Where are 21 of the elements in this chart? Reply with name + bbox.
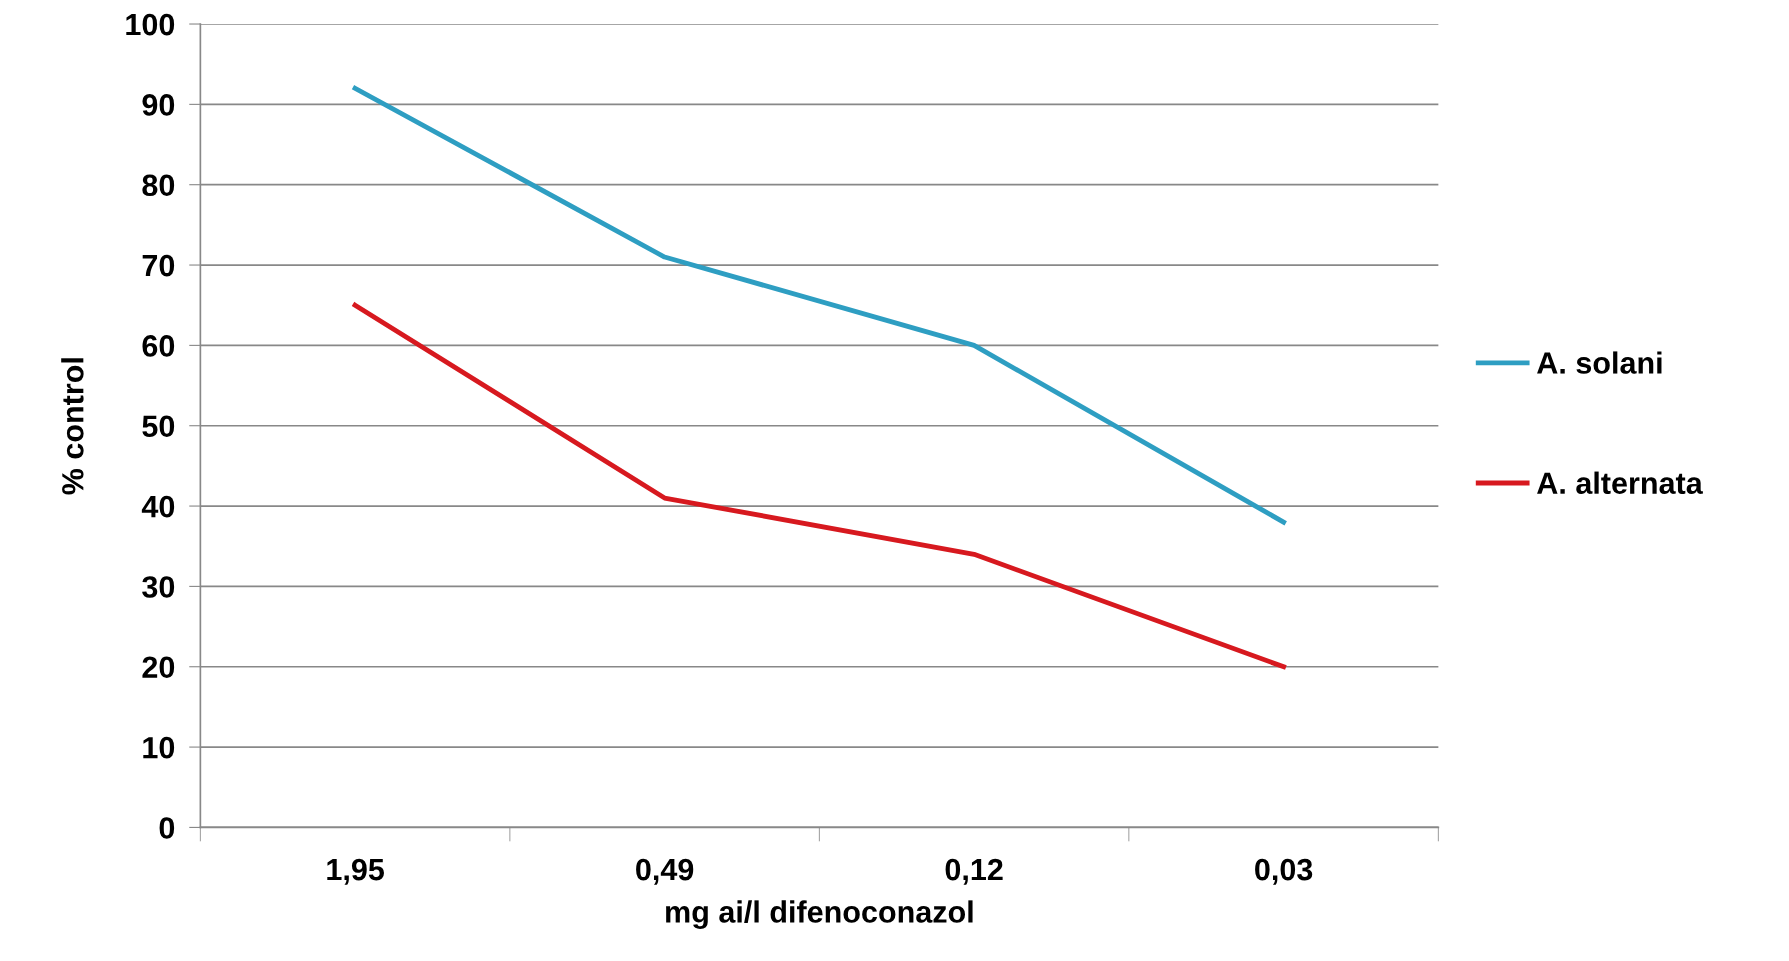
y-tick-label: 10: [143, 736, 175, 759]
x-axis-title: mg ai/l difenoconazol: [666, 900, 973, 929]
y-tick-label: 50: [142, 415, 175, 438]
line-series: [352, 302, 1287, 670]
x-tick-label: 1,95: [327, 858, 384, 885]
y-tick-label: 90: [142, 94, 175, 116]
y-tick-label: 40: [141, 495, 175, 518]
legend-label: A. solani: [1537, 351, 1662, 374]
y-tick-label: 20: [142, 656, 175, 679]
x-tick-label: 0,03: [1255, 858, 1313, 885]
legend-label: A. alternata: [1537, 471, 1703, 494]
x-tick-label: 0,12: [945, 858, 1003, 885]
y-tick-label: 60: [142, 335, 175, 357]
y-tick-label: 70: [142, 254, 175, 277]
y-tick-label: 100: [126, 13, 175, 36]
y-tick-label: 30: [142, 576, 175, 598]
line-series: [352, 85, 1287, 525]
x-tick-label: 0,49: [636, 858, 694, 885]
y-tick-label: 0: [159, 817, 175, 839]
y-tick-label: 80: [142, 174, 175, 197]
y-axis-title: % control: [61, 358, 84, 495]
